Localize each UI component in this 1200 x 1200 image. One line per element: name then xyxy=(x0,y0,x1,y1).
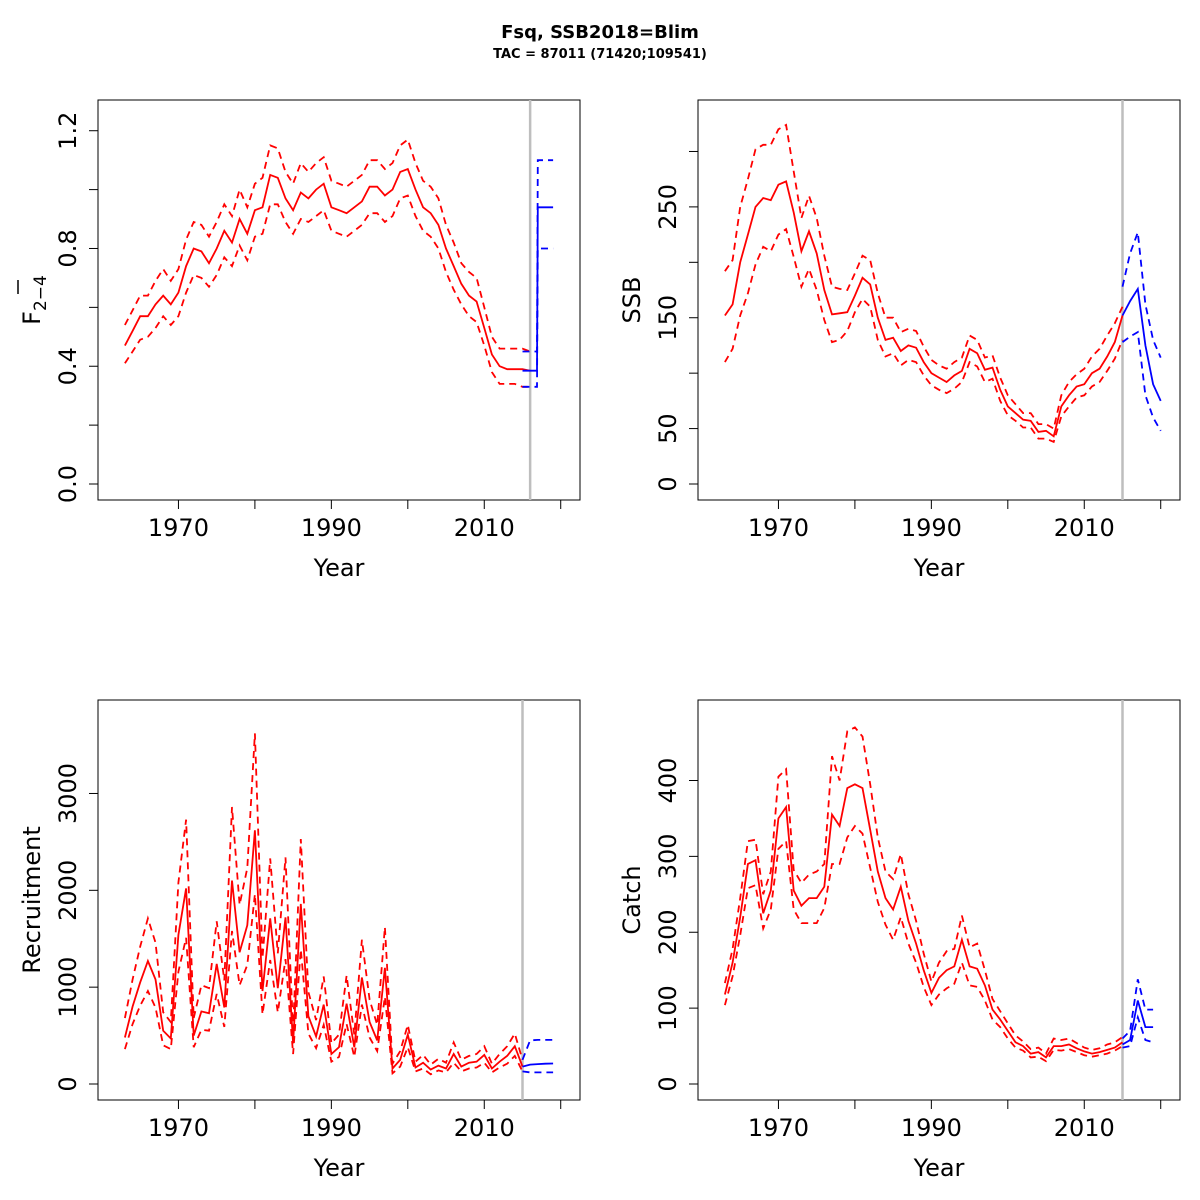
forecast-lower-bound xyxy=(1122,1014,1154,1049)
y-tick-label: 1000 xyxy=(54,957,82,1018)
forecast-estimate xyxy=(1121,286,1162,402)
panel-ssb: 1970 1990 2010 0 50 150 250 Year SSB xyxy=(618,99,1181,582)
forecast-lower-bound xyxy=(522,247,554,388)
history-lower-bound xyxy=(724,824,1123,1063)
y-tick-label: 250 xyxy=(654,184,682,230)
x-axis-label: Year xyxy=(313,1154,365,1182)
forecast-estimate xyxy=(522,1062,554,1068)
history-lower-bound xyxy=(124,894,524,1076)
panel-fbar: 1970 1990 2010 0.0 0.4 0.8 1.2 Year F2−4 xyxy=(17,99,581,582)
x-tick-label: 1970 xyxy=(148,1114,209,1142)
x-tick-label: 2010 xyxy=(1054,1114,1115,1142)
y-axis-label: Catch xyxy=(618,865,646,934)
y-tick-label: 300 xyxy=(654,833,682,879)
forecast-estimate xyxy=(1122,1000,1154,1046)
y-tick-label: 200 xyxy=(654,909,682,955)
x-tick-label: 1970 xyxy=(148,514,209,542)
plot-frame xyxy=(97,99,581,501)
x-tick-label: 1990 xyxy=(301,514,362,542)
y-tick-label: 0.4 xyxy=(54,347,82,385)
y-tick-label: 3000 xyxy=(54,763,82,824)
history-upper-bound xyxy=(124,733,524,1067)
history-upper-bound xyxy=(124,138,531,353)
y-tick-label: 50 xyxy=(654,413,682,444)
plot-frame xyxy=(97,699,581,1101)
y-tick-label: 150 xyxy=(654,295,682,341)
history-upper-bound xyxy=(724,123,1124,430)
x-tick-label: 1990 xyxy=(901,1114,962,1142)
x-tick-label: 1970 xyxy=(748,1114,809,1142)
x-tick-label: 1990 xyxy=(301,1114,362,1142)
x-tick-label: 2010 xyxy=(454,1114,515,1142)
y-tick-label: 0 xyxy=(54,1076,82,1091)
history-estimate xyxy=(724,783,1124,1059)
panel-catch: 1970 1990 2010 0 100 200 300 400 Year Catch xyxy=(618,699,1181,1182)
history-lower-bound xyxy=(124,194,531,388)
x-tick-label: 1970 xyxy=(748,514,809,542)
y-tick-label: 2000 xyxy=(54,860,82,921)
y-tick-label: 0.8 xyxy=(54,229,82,267)
chart-subtitle: TAC = 87011 (71420;109541) xyxy=(493,47,707,62)
y-axis-label: SSB xyxy=(618,277,646,324)
history-upper-bound xyxy=(724,726,1124,1055)
x-axis-label: Year xyxy=(913,554,965,582)
plot-frame xyxy=(697,99,1181,501)
history-estimate xyxy=(124,830,524,1071)
forecast-lower-bound xyxy=(1121,330,1162,432)
y-tick-label: 0 xyxy=(654,1076,682,1091)
y-tick-label: 400 xyxy=(654,758,682,804)
y-axis-label: Recruitment xyxy=(18,826,46,973)
history-estimate xyxy=(124,167,531,372)
y-tick-label: 0.0 xyxy=(54,465,82,503)
x-tick-label: 1990 xyxy=(901,514,962,542)
forecast-estimate xyxy=(522,206,554,372)
chart-title: Fsq, SSB2018=Blim xyxy=(501,22,699,43)
x-axis-label: Year xyxy=(313,554,365,582)
forecast-upper-bound xyxy=(521,1039,554,1061)
history-estimate xyxy=(724,180,1124,438)
panel-recruitment: 1970 1990 2010 0 1000 2000 3000 Year Recruitment xyxy=(18,699,581,1182)
forecast-upper-bound xyxy=(1121,232,1162,358)
forecast-upper-bound xyxy=(1121,979,1154,1040)
x-tick-label: 2010 xyxy=(454,514,515,542)
history-lower-bound xyxy=(724,227,1124,444)
x-tick-label: 2010 xyxy=(1054,514,1115,542)
plot-frame xyxy=(697,699,1181,1101)
x-axis-label: Year xyxy=(913,1154,965,1182)
y-tick-label: 100 xyxy=(654,985,682,1031)
y-tick-label: 1.2 xyxy=(54,112,82,150)
y-axis-label: F2−4 xyxy=(18,275,51,325)
forecast-lower-bound xyxy=(522,1070,554,1074)
y-tick-label: 0 xyxy=(654,476,682,491)
